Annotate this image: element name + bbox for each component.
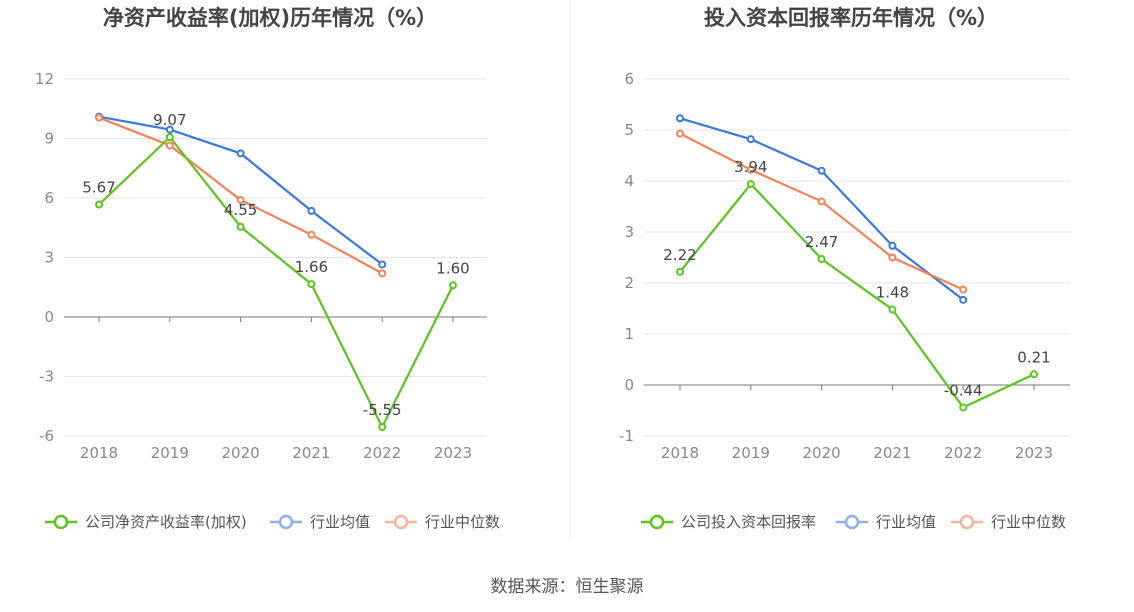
chart-title: 投入资本回报率历年情况（%） xyxy=(704,6,998,30)
y-tick-label: -3 xyxy=(39,368,54,386)
data-point-company xyxy=(165,133,174,142)
legend-swatch-marker xyxy=(959,514,975,530)
legend-label: 行业均值 xyxy=(876,513,936,531)
y-tick-label: 0 xyxy=(624,376,634,394)
y-tick-label: -1 xyxy=(619,427,634,445)
data-point-company xyxy=(959,403,968,412)
series-line-median xyxy=(98,116,383,275)
data-label: 1.48 xyxy=(876,284,909,302)
x-tick-label: 2019 xyxy=(732,444,770,462)
legend-swatch-marker xyxy=(53,514,69,530)
y-tick-label: 1 xyxy=(624,325,634,343)
data-point-avg xyxy=(746,135,755,144)
y-tick-label: 5 xyxy=(624,121,634,139)
data-point-avg xyxy=(817,166,826,175)
x-tick-label: 2018 xyxy=(80,444,118,462)
series-line-avg xyxy=(679,117,964,301)
legend-swatch-marker xyxy=(393,514,409,530)
x-tick-label: 2018 xyxy=(661,444,699,462)
roic-chart: 投入资本回报率历年情况（%） 6 5 4 3 2 1 0 -1 2018 2019 2020 2021 2… xyxy=(619,6,1070,531)
legend-label: 行业中位数 xyxy=(425,513,500,531)
x-tick-label: 2023 xyxy=(434,444,472,462)
data-point-company xyxy=(817,255,826,264)
data-point-median xyxy=(959,285,968,294)
data-point-company xyxy=(888,305,897,314)
x-tick-label: 2022 xyxy=(363,444,401,462)
y-tick-label: -6 xyxy=(39,427,54,445)
data-point-avg xyxy=(165,125,174,134)
data-point-company xyxy=(95,200,103,209)
y-tick-label: 2 xyxy=(624,274,634,292)
data-source: 数据来源：恒生聚源 xyxy=(491,577,644,597)
x-tick-label: 2020 xyxy=(222,444,260,462)
data-point-company xyxy=(236,222,245,231)
data-point-median xyxy=(676,129,684,138)
x-tick-label: 2020 xyxy=(803,444,841,462)
data-point-median xyxy=(817,197,826,206)
data-point-avg xyxy=(959,295,968,304)
x-tick-label: 2021 xyxy=(292,444,330,462)
data-point-median xyxy=(378,269,387,278)
data-point-company xyxy=(1030,370,1038,379)
data-label: 1.60 xyxy=(436,259,469,277)
legend-label: 公司投入资本回报率 xyxy=(681,513,816,531)
series-line-company xyxy=(98,135,454,430)
x-tick-label: 2022 xyxy=(944,444,982,462)
y-tick-label: 3 xyxy=(44,249,54,267)
data-label: -0.44 xyxy=(944,381,983,399)
data-label: 9.07 xyxy=(153,111,186,129)
data-label: 1.66 xyxy=(295,258,328,276)
y-tick-label: 0 xyxy=(44,308,54,326)
data-label: 2.22 xyxy=(663,246,696,264)
data-point-median xyxy=(307,230,316,239)
data-point-company xyxy=(449,281,457,290)
data-label: 3.94 xyxy=(734,158,767,176)
data-label: 5.67 xyxy=(82,179,115,197)
data-point-company xyxy=(378,423,387,432)
data-label: 4.55 xyxy=(224,201,257,219)
data-point-median xyxy=(95,113,103,122)
data-label: 2.47 xyxy=(805,233,838,251)
series-line-company xyxy=(679,182,1035,409)
y-tick-label: 12 xyxy=(35,70,54,88)
y-tick-label: 4 xyxy=(624,172,634,190)
y-tick-label: 6 xyxy=(624,70,634,88)
legend-swatch-marker xyxy=(844,514,860,530)
data-point-company xyxy=(307,280,316,289)
data-point-avg xyxy=(236,149,245,158)
data-point-avg xyxy=(378,260,387,269)
x-tick-label: 2019 xyxy=(151,444,189,462)
legend-swatch-marker xyxy=(278,514,294,530)
y-tick-label: 9 xyxy=(44,130,54,148)
data-label: 0.21 xyxy=(1017,348,1050,366)
roe-chart: 净资产收益率(加权)历年情况（%） 12 9 6 3 0 -3 -6 2018 2019 2020 2… xyxy=(35,6,500,531)
data-point-avg xyxy=(676,114,684,123)
legend-swatch-marker xyxy=(649,514,665,530)
y-tick-label: 6 xyxy=(44,189,54,207)
y-tick-label: 3 xyxy=(624,223,634,241)
data-point-median xyxy=(888,253,897,262)
data-point-median xyxy=(746,165,755,174)
data-point-median xyxy=(236,195,245,204)
x-tick-label: 2023 xyxy=(1015,444,1053,462)
data-point-company xyxy=(746,180,755,189)
x-tick-label: 2021 xyxy=(873,444,911,462)
legend-label: 公司净资产收益率(加权) xyxy=(85,513,247,531)
legend-label: 行业均值 xyxy=(310,513,370,531)
legend-label: 行业中位数 xyxy=(991,513,1066,531)
data-point-avg xyxy=(888,241,897,250)
data-point-company xyxy=(676,267,684,276)
data-point-avg xyxy=(307,206,316,215)
chart-title: 净资产收益率(加权)历年情况（%） xyxy=(103,6,437,30)
data-point-median xyxy=(165,141,174,150)
data-label: -5.55 xyxy=(363,401,402,419)
